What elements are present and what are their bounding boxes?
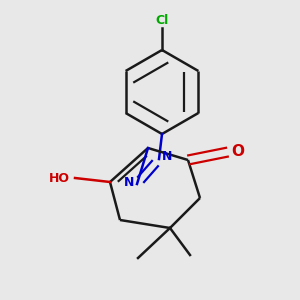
Text: HO: HO	[49, 172, 70, 184]
Text: N: N	[124, 176, 134, 188]
Text: O: O	[232, 145, 244, 160]
Text: N: N	[162, 151, 172, 164]
Text: Cl: Cl	[155, 14, 169, 26]
